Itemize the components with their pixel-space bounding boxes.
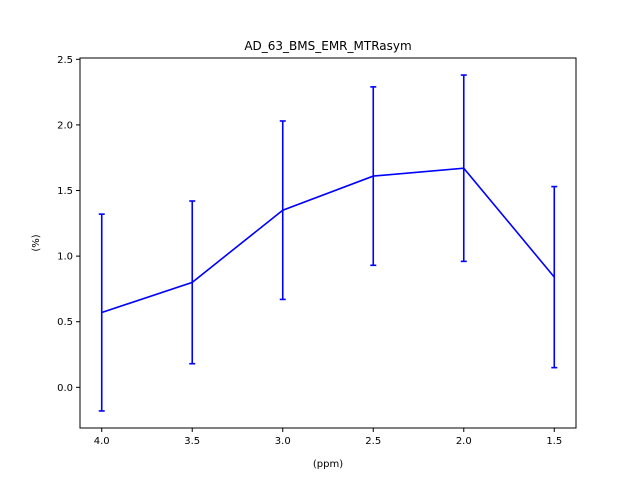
error-bar — [551, 185, 558, 369]
error-bar — [460, 74, 467, 263]
error-bar — [279, 120, 286, 301]
x-tick-label: 2.0 — [456, 436, 472, 447]
y-tick-label: 0.5 — [57, 317, 73, 328]
x-tick-label: 2.5 — [365, 436, 381, 447]
plot-layer — [98, 74, 558, 412]
y-axis-ticks: 0.0 0.5 1.0 1.5 2.0 2.5 — [57, 55, 80, 394]
y-tick-label: 2.5 — [57, 55, 73, 66]
y-tick-label: 0.0 — [57, 383, 73, 394]
x-tick-label: 3.0 — [275, 436, 291, 447]
error-bar — [370, 86, 377, 267]
x-axis-ticks: 4.0 3.5 3.0 2.5 2.0 1.5 — [94, 428, 562, 447]
error-bar — [189, 200, 196, 365]
y-axis-label: (%) — [31, 234, 42, 251]
y-tick-label: 1.5 — [57, 186, 73, 197]
series-line — [101, 167, 555, 314]
x-tick-label: 1.5 — [546, 436, 562, 447]
y-tick-label: 2.0 — [57, 120, 73, 131]
y-tick-label: 1.0 — [57, 252, 73, 263]
chart-title: AD_63_BMS_EMR_MTRasym — [244, 39, 411, 53]
x-tick-label: 3.5 — [184, 436, 200, 447]
x-axis-label: (ppm) — [313, 459, 343, 470]
plot-frame — [79, 57, 577, 429]
error-bar — [98, 213, 105, 412]
x-tick-label: 4.0 — [94, 436, 110, 447]
